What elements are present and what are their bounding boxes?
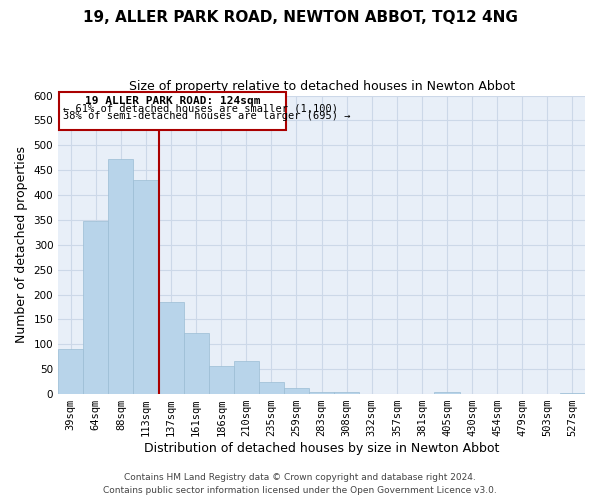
Text: ← 61% of detached houses are smaller (1,100): ← 61% of detached houses are smaller (1,… <box>63 104 338 114</box>
Bar <box>259 382 284 394</box>
Bar <box>434 392 460 394</box>
Bar <box>234 360 259 394</box>
Bar <box>209 366 234 394</box>
Title: Size of property relative to detached houses in Newton Abbot: Size of property relative to detached ho… <box>128 80 515 93</box>
Text: 19 ALLER PARK ROAD: 124sqm: 19 ALLER PARK ROAD: 124sqm <box>85 96 260 106</box>
Bar <box>334 392 359 394</box>
Y-axis label: Number of detached properties: Number of detached properties <box>15 146 28 344</box>
Bar <box>133 180 158 394</box>
Bar <box>560 392 585 394</box>
Bar <box>284 388 309 394</box>
Text: 38% of semi-detached houses are larger (695) →: 38% of semi-detached houses are larger (… <box>63 112 350 122</box>
Text: 19, ALLER PARK ROAD, NEWTON ABBOT, TQ12 4NG: 19, ALLER PARK ROAD, NEWTON ABBOT, TQ12 … <box>83 10 517 25</box>
X-axis label: Distribution of detached houses by size in Newton Abbot: Distribution of detached houses by size … <box>144 442 499 455</box>
FancyBboxPatch shape <box>59 92 286 130</box>
Bar <box>83 221 109 394</box>
Bar <box>109 159 133 394</box>
Text: Contains HM Land Registry data © Crown copyright and database right 2024.
Contai: Contains HM Land Registry data © Crown c… <box>103 474 497 495</box>
Bar <box>58 350 83 394</box>
Bar <box>158 302 184 394</box>
Bar <box>184 334 209 394</box>
Bar <box>309 392 334 394</box>
